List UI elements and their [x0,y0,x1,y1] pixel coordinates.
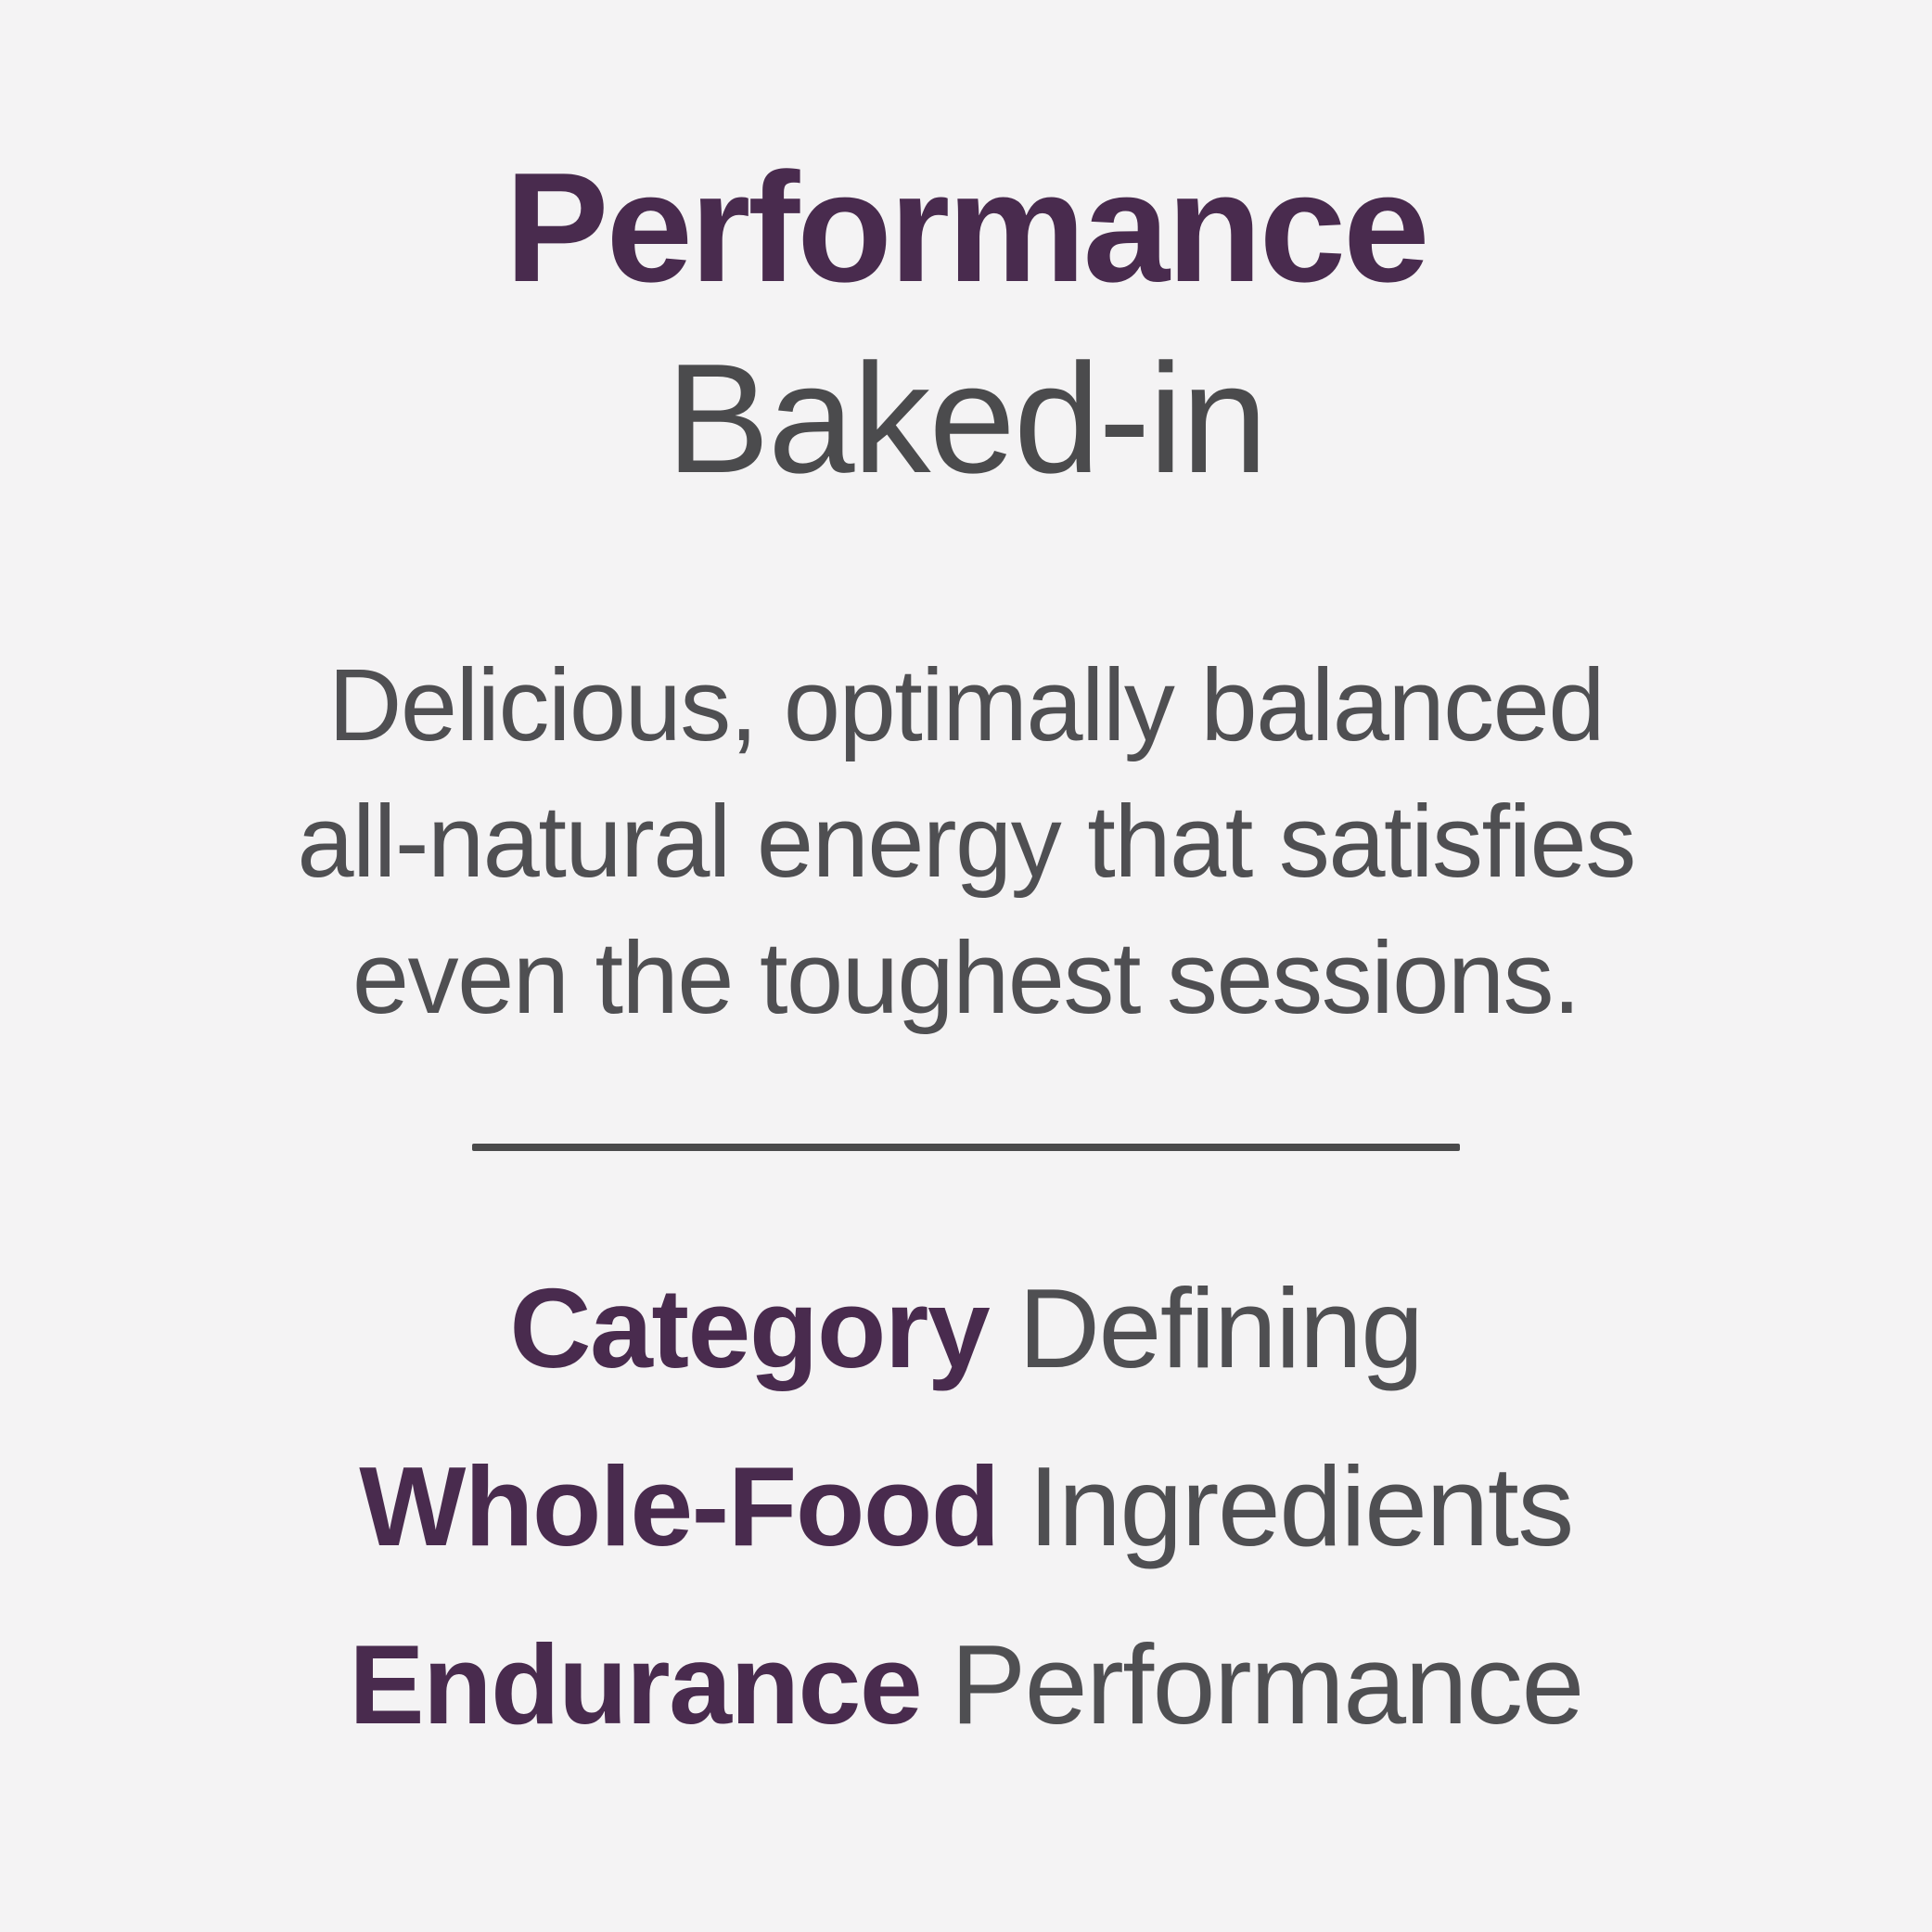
description-line-1: Delicious, optimally balanced [327,648,1606,763]
feature-rest-defining: Defining [1017,1265,1424,1392]
headline-accent: Performance [505,140,1429,314]
feature-highlight-category: Category [509,1265,990,1392]
feature-item-endurance: Endurance Performance [349,1595,1584,1773]
headline-sub: Baked-in [665,330,1268,505]
feature-item-category: Category Defining [349,1239,1583,1417]
feature-highlight-endurance: Endurance [349,1621,923,1748]
feature-rest-performance: Performance [950,1621,1584,1748]
feature-list: Category Defining Whole-Food Ingredients E… [349,1239,1584,1773]
feature-rest-ingredients: Ingredients [1028,1443,1575,1570]
description-paragraph: Delicious, optimally balanced all-natura… [297,637,1636,1046]
description-line-2: all-natural energy that satisfies [297,785,1636,900]
feature-highlight-whole-food: Whole-Food [359,1443,1000,1570]
description-line-3: even the toughest sessions. [352,921,1581,1036]
divider-rule [472,1144,1460,1152]
feature-item-whole-food: Whole-Food Ingredients [349,1417,1583,1595]
